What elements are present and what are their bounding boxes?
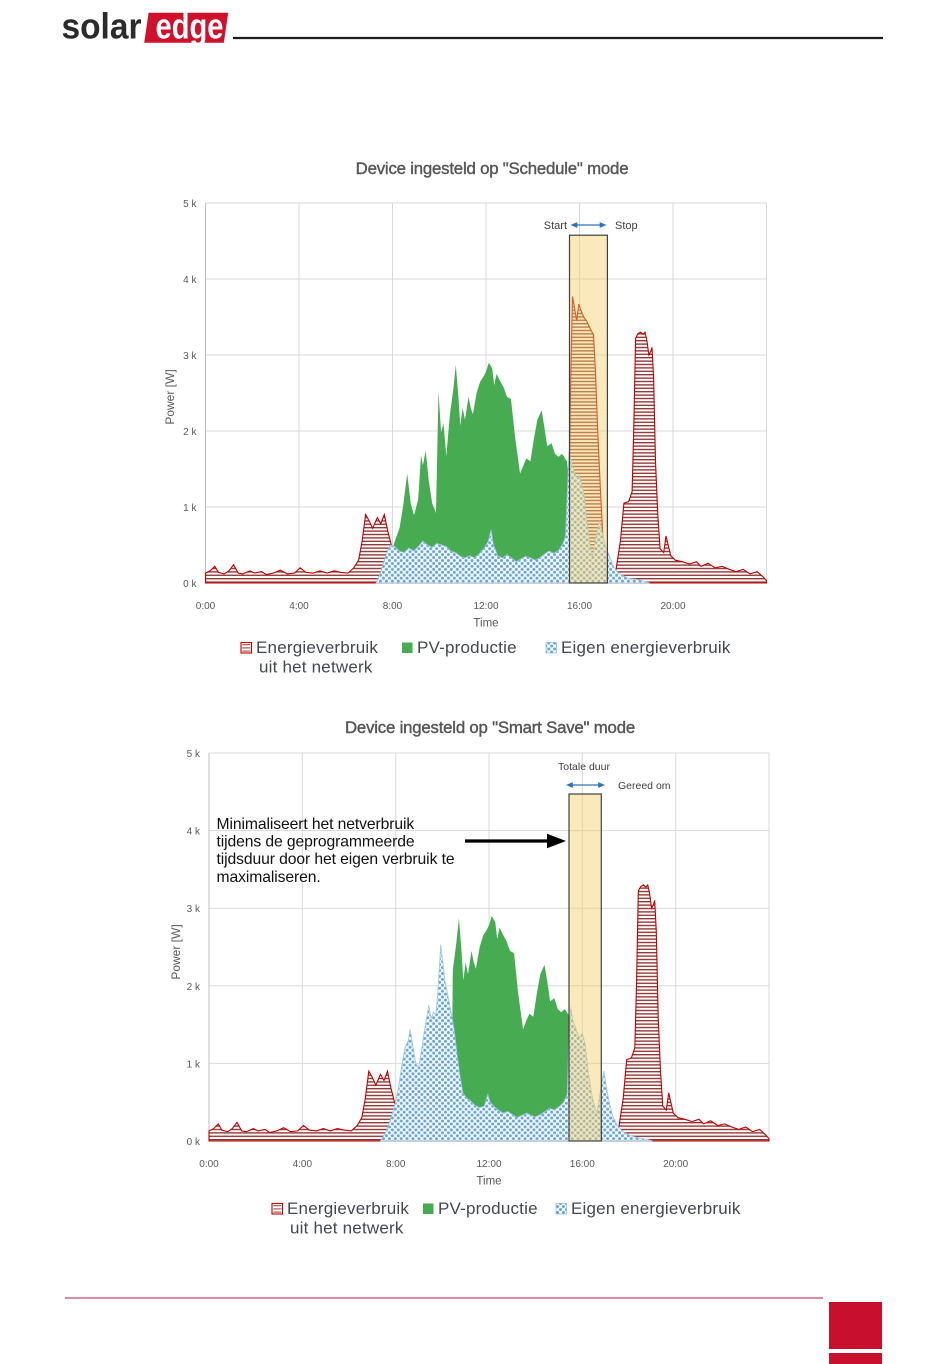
svg-text:Energieverbruik: Energieverbruik bbox=[287, 1199, 409, 1218]
svg-text:12:00: 12:00 bbox=[473, 601, 498, 612]
svg-text:Eigen energieverbruik: Eigen energieverbruik bbox=[571, 1199, 741, 1218]
svg-text:PV-productie: PV-productie bbox=[417, 638, 517, 657]
svg-text:Time: Time bbox=[476, 1176, 501, 1188]
svg-text:uit het netwerk: uit het netwerk bbox=[290, 1219, 404, 1238]
svg-text:2 k: 2 k bbox=[187, 982, 201, 993]
svg-text:0:00: 0:00 bbox=[196, 601, 216, 612]
svg-text:Start: Start bbox=[544, 220, 567, 232]
svg-text:4:00: 4:00 bbox=[293, 1159, 313, 1170]
svg-text:tijdens de geprogrammeerde: tijdens de geprogrammeerde bbox=[217, 834, 415, 851]
svg-text:Device ingesteld op "Schedule": Device ingesteld op "Schedule" mode bbox=[356, 159, 629, 178]
svg-text:tijdsduur door het eigen verbr: tijdsduur door het eigen verbruik te bbox=[217, 851, 455, 868]
svg-text:1 k: 1 k bbox=[187, 1059, 201, 1070]
svg-text:4:00: 4:00 bbox=[289, 601, 309, 612]
svg-text:solar: solar bbox=[62, 6, 142, 47]
svg-text:20:00: 20:00 bbox=[660, 601, 685, 612]
svg-text:4 k: 4 k bbox=[183, 275, 197, 286]
svg-text:0:00: 0:00 bbox=[199, 1159, 219, 1170]
svg-text:Totale duur: Totale duur bbox=[558, 761, 610, 773]
svg-text:0 k: 0 k bbox=[187, 1137, 201, 1148]
svg-text:16:00: 16:00 bbox=[567, 601, 592, 612]
svg-text:0 k: 0 k bbox=[183, 579, 197, 590]
svg-text:2 k: 2 k bbox=[183, 427, 197, 438]
svg-text:Minimaliseert het netverbruik: Minimaliseert het netverbruik bbox=[217, 816, 415, 833]
svg-text:PV-productie: PV-productie bbox=[438, 1199, 538, 1218]
svg-text:16:00: 16:00 bbox=[570, 1159, 595, 1170]
svg-text:Gereed om: Gereed om bbox=[618, 780, 671, 792]
svg-text:Stop: Stop bbox=[615, 220, 638, 232]
svg-text:Time: Time bbox=[473, 618, 498, 630]
svg-text:1 k: 1 k bbox=[183, 503, 197, 514]
svg-text:8:00: 8:00 bbox=[383, 601, 403, 612]
svg-text:Power [W]: Power [W] bbox=[169, 924, 183, 979]
svg-text:uit het netwerk: uit het netwerk bbox=[259, 658, 373, 677]
svg-text:Eigen energieverbruik: Eigen energieverbruik bbox=[561, 638, 731, 657]
svg-text:4 k: 4 k bbox=[187, 827, 201, 838]
svg-text:Device ingesteld op "Smart Sav: Device ingesteld op "Smart Save" mode bbox=[345, 718, 635, 737]
svg-text:5 k: 5 k bbox=[183, 199, 197, 210]
svg-text:3 k: 3 k bbox=[183, 351, 197, 362]
svg-text:8:00: 8:00 bbox=[386, 1159, 406, 1170]
svg-text:maximaliseren.: maximaliseren. bbox=[217, 869, 321, 886]
svg-text:3 k: 3 k bbox=[187, 904, 201, 915]
svg-text:edge: edge bbox=[156, 6, 224, 47]
svg-text:Energieverbruik: Energieverbruik bbox=[256, 638, 378, 657]
svg-text:20:00: 20:00 bbox=[663, 1159, 688, 1170]
svg-text:5 k: 5 k bbox=[187, 749, 201, 760]
svg-text:Power [W]: Power [W] bbox=[163, 369, 177, 424]
svg-text:12:00: 12:00 bbox=[476, 1159, 501, 1170]
